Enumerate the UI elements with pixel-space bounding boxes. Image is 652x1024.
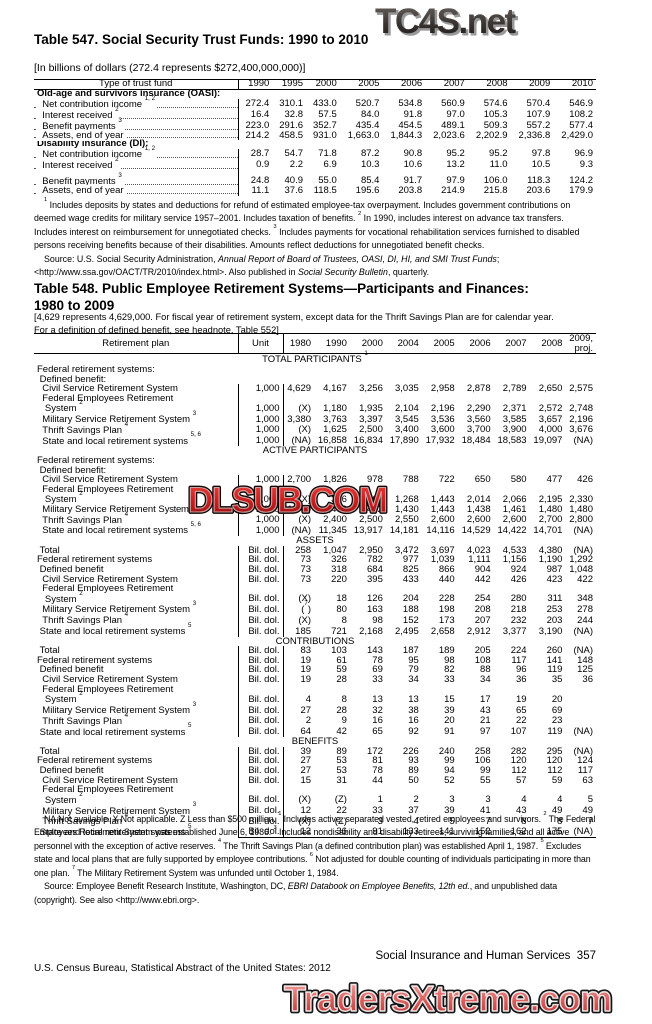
svg-text:TC4S.net: TC4S.net (375, 2, 517, 40)
svg-text:TradersXtreme.com: TradersXtreme.com (284, 978, 612, 1019)
svg-text:DLSUB.COM: DLSUB.COM (188, 481, 386, 520)
